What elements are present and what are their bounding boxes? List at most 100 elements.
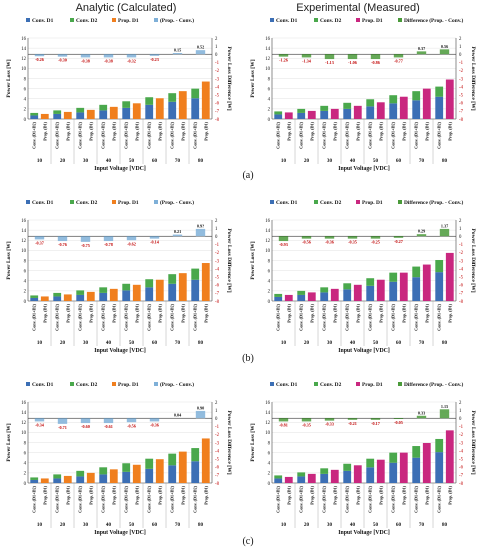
- category-label-conv: Conv. (D1+D2): [391, 121, 396, 148]
- bar-conv-d2: [435, 259, 444, 273]
- y-tick-label: 2: [268, 472, 271, 477]
- difference-data-label: 0.33: [418, 410, 425, 415]
- bar-conv-d1: [145, 104, 154, 119]
- category-label-conv: Conv. (D1+D2): [437, 485, 442, 512]
- difference-data-label: -0.76: [58, 242, 67, 247]
- category-label-prop: Prop. (D1): [65, 121, 70, 140]
- bar-prop-d1: [376, 102, 385, 119]
- difference-data-label: 0.90: [197, 405, 204, 410]
- y2-tick-label: -1: [215, 425, 220, 430]
- bar-conv-d2: [30, 477, 39, 480]
- bar-difference: [439, 409, 450, 419]
- legend-swatch: [270, 200, 274, 204]
- category-label-conv: Conv. (D1+D2): [391, 485, 396, 512]
- y-tick-label: 6: [24, 451, 27, 456]
- category-label-conv: Conv. (D1+D2): [170, 303, 175, 330]
- y2-tick-label: 0: [215, 417, 218, 422]
- bar-conv-d1: [191, 279, 200, 301]
- bar-conv-d2: [145, 97, 154, 105]
- legend-swatch: [270, 18, 274, 22]
- y-tick-label: 6: [24, 87, 27, 92]
- bar-conv-d1: [435, 96, 444, 119]
- category-label-conv: Conv. (D1+D2): [32, 485, 37, 512]
- y2-axis-label: Power Loss Difference [W]: [226, 228, 232, 292]
- y-tick-label: 0: [268, 118, 271, 123]
- x-axis-label: Input Voltage [VDC]: [338, 166, 390, 172]
- bar-conv-d2: [320, 468, 329, 474]
- bar-conv-d1: [122, 107, 131, 119]
- category-label-prop: Prop. (D1): [42, 303, 47, 322]
- bar-prop-d1: [155, 279, 164, 301]
- difference-data-label: -0.30: [58, 58, 67, 63]
- y2-tick-label: -5: [215, 276, 220, 281]
- category-label-conv: Conv. (D1+D2): [368, 485, 373, 512]
- bar-difference: [416, 51, 427, 55]
- difference-data-label: -0.38: [104, 58, 113, 63]
- difference-data-label: -0.27: [394, 239, 403, 244]
- legend-swatch: [26, 382, 30, 386]
- x-tick-label: 70: [175, 340, 181, 346]
- x-tick-label: 30: [327, 522, 333, 528]
- legend-label: (Prop. - Conv.): [160, 199, 194, 206]
- y2-tick-label: 0: [215, 235, 218, 240]
- legend-label: Conv. D2: [76, 200, 98, 206]
- legend-swatch: [356, 382, 360, 386]
- bar-conv-d1: [389, 103, 398, 119]
- y2-tick-label: -3: [215, 441, 220, 446]
- legend-label: Conv. D1: [276, 382, 298, 388]
- bar-difference: [149, 54, 160, 56]
- y2-tick-label: -2: [215, 433, 220, 438]
- category-label-conv: Conv. (D1+D2): [55, 121, 60, 148]
- y2-tick-label: -3: [459, 441, 464, 446]
- bar-conv-d2: [366, 458, 375, 468]
- x-axis-label: Input Voltage [VDC]: [338, 348, 390, 354]
- legend-swatch: [314, 382, 318, 386]
- bar-conv-d1: [320, 110, 329, 119]
- x-tick-label: 20: [304, 522, 310, 528]
- bar-conv-d2: [76, 470, 85, 477]
- category-label-conv: Conv. (D1+D2): [322, 303, 327, 330]
- difference-data-label: -0.71: [58, 425, 67, 430]
- bar-difference: [393, 418, 404, 420]
- legend-swatch: [154, 18, 158, 22]
- bar-conv-d1: [435, 272, 444, 301]
- x-tick-label: 50: [373, 522, 379, 528]
- y2-tick-label: 1: [215, 409, 218, 414]
- y2-tick-label: -7: [459, 110, 464, 115]
- bar-conv-d2: [343, 463, 352, 471]
- difference-data-label: -0.21: [348, 421, 357, 426]
- difference-data-label: -0.35: [302, 422, 311, 427]
- y-tick-label: 12: [21, 239, 26, 244]
- category-label-prop: Prop. (D1): [355, 121, 360, 140]
- x-tick-label: 70: [419, 522, 425, 528]
- category-label-prop: Prop. (D1): [203, 485, 208, 504]
- category-label-conv: Conv. (D1+D2): [391, 303, 396, 330]
- x-tick-label: 20: [60, 340, 66, 346]
- bar-prop-d1: [353, 105, 362, 119]
- bar-conv-d2: [191, 88, 200, 99]
- x-tick-label: 80: [442, 522, 448, 528]
- bar-conv-d1: [343, 108, 352, 119]
- legend-swatch: [112, 382, 116, 386]
- y2-tick-label: -5: [215, 94, 220, 99]
- y2-tick-label: -1: [459, 243, 464, 248]
- category-label-conv: Conv. (D1+D2): [101, 485, 106, 512]
- bar-prop-d1: [201, 438, 210, 483]
- bar-conv-d1: [30, 297, 39, 301]
- bar-prop-d1: [109, 288, 118, 301]
- bar-conv-d2: [191, 448, 200, 462]
- y-tick-label: 0: [268, 482, 271, 487]
- y2-tick-label: -6: [215, 466, 220, 471]
- bar-conv-d2: [274, 293, 283, 297]
- y2-tick-label: -2: [215, 251, 220, 256]
- x-tick-label: 70: [175, 522, 181, 528]
- x-tick-label: 50: [373, 158, 379, 164]
- bar-conv-d2: [53, 292, 62, 297]
- difference-data-label: -0.78: [104, 242, 113, 247]
- category-label-conv: Conv. (D1+D2): [276, 485, 281, 512]
- category-label-prop: Prop. (D1): [180, 121, 185, 140]
- bar-conv-d1: [389, 281, 398, 301]
- x-tick-label: 10: [281, 158, 287, 164]
- y-tick-label: 4: [268, 280, 271, 285]
- y-tick-label: 14: [265, 47, 270, 52]
